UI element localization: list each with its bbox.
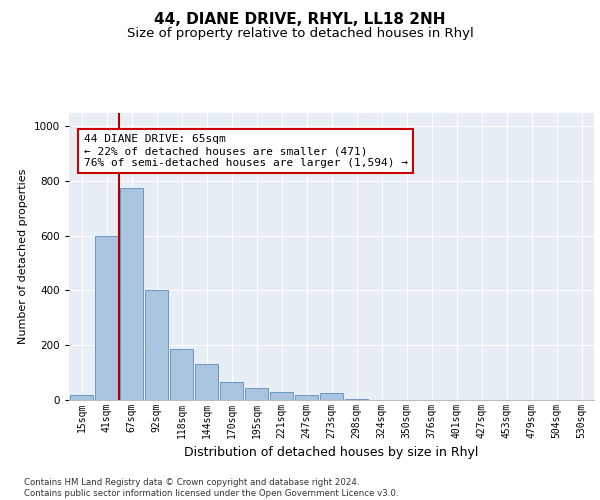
Bar bbox=[295, 394, 318, 400]
Bar bbox=[95, 236, 118, 400]
Bar bbox=[245, 388, 268, 400]
Bar bbox=[70, 394, 93, 400]
Bar bbox=[170, 350, 193, 400]
Bar bbox=[195, 364, 218, 400]
Text: 44, DIANE DRIVE, RHYL, LL18 2NH: 44, DIANE DRIVE, RHYL, LL18 2NH bbox=[154, 12, 446, 28]
Bar bbox=[120, 188, 143, 400]
Bar bbox=[270, 392, 293, 400]
Bar bbox=[320, 393, 343, 400]
Bar bbox=[345, 398, 368, 400]
Text: Contains HM Land Registry data © Crown copyright and database right 2024.
Contai: Contains HM Land Registry data © Crown c… bbox=[24, 478, 398, 498]
Text: 44 DIANE DRIVE: 65sqm
← 22% of detached houses are smaller (471)
76% of semi-det: 44 DIANE DRIVE: 65sqm ← 22% of detached … bbox=[83, 134, 407, 168]
Bar bbox=[220, 382, 243, 400]
X-axis label: Distribution of detached houses by size in Rhyl: Distribution of detached houses by size … bbox=[184, 446, 479, 460]
Bar bbox=[145, 290, 168, 400]
Text: Size of property relative to detached houses in Rhyl: Size of property relative to detached ho… bbox=[127, 28, 473, 40]
Y-axis label: Number of detached properties: Number of detached properties bbox=[18, 168, 28, 344]
